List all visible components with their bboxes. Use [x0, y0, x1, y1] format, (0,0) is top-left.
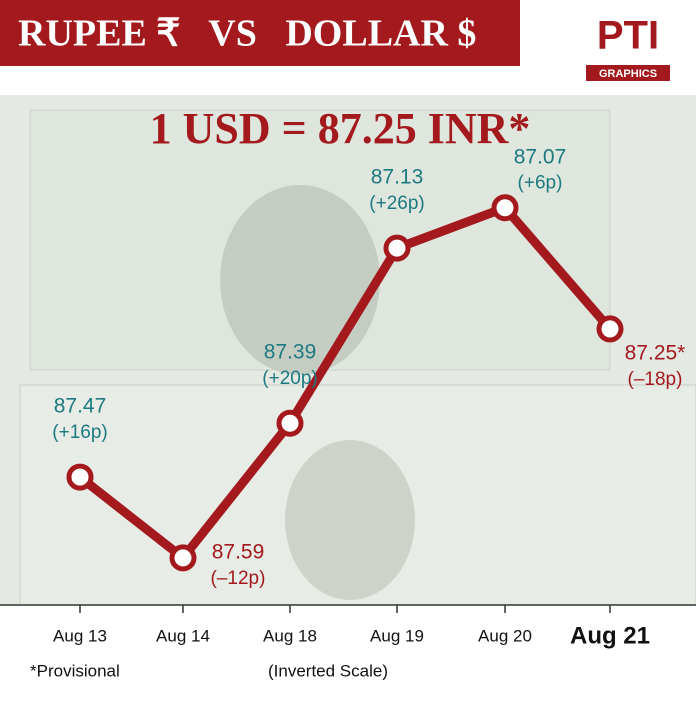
value-label: 87.39: [264, 341, 317, 364]
change-label: (–12p): [211, 568, 266, 589]
logo-band: [586, 65, 670, 81]
note-portrait: [285, 440, 415, 600]
value-label: 87.47: [54, 395, 107, 418]
change-label: (+16p): [52, 422, 107, 443]
change-label: (+6p): [518, 173, 563, 194]
x-tick-label: Aug 14: [156, 626, 210, 645]
point: [491, 194, 519, 222]
value-label: 87.07: [514, 145, 567, 168]
title-band: [0, 0, 520, 66]
logo: PTI: [597, 14, 659, 58]
point: [66, 463, 94, 491]
x-tick-label: Aug 18: [263, 626, 317, 645]
change-label: (+20p): [262, 368, 317, 389]
value-label: 87.25*: [625, 341, 686, 364]
line: [77, 203, 614, 563]
value-label: 87.13: [371, 166, 424, 189]
x-tick-label: Aug 20: [478, 626, 532, 645]
point: [383, 234, 411, 262]
logo-sub: GRAPHICS: [599, 68, 657, 80]
point: [276, 409, 304, 437]
x-tick-label: Aug 19: [370, 626, 424, 645]
change-label: (+26p): [369, 193, 424, 214]
note-portrait: [220, 185, 380, 375]
point: [169, 544, 197, 572]
scale-note: (Inverted Scale): [268, 661, 388, 680]
x-tick-label: Aug 13: [53, 626, 107, 645]
point: [596, 315, 624, 343]
value-label: 87.59: [212, 540, 265, 563]
x-tick-label: Aug 21: [570, 622, 650, 649]
header-title: RUPEE ₹ VS DOLLAR $: [18, 13, 476, 55]
footnote: *Provisional: [30, 661, 120, 680]
chart-title: 1 USD = 87.25 INR*: [150, 104, 531, 153]
change-label: (–18p): [628, 369, 683, 390]
